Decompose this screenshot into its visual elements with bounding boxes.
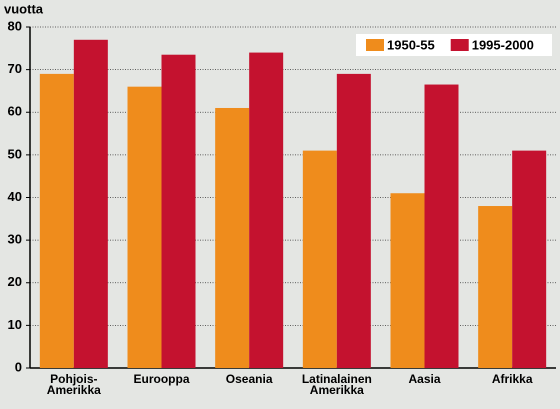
bar [215,107,250,369]
legend-label: 1995-2000 [472,37,534,52]
bar [39,73,74,368]
bar [249,52,284,368]
y-tick-label: 20 [8,274,22,289]
y-tick-label: 40 [8,189,22,204]
x-tick-label: Oseania [225,372,273,386]
bar [478,206,513,368]
x-tick-label: Latinalainen Amerikka [301,372,372,397]
x-tick-label: Pohjois- Amerikka [46,372,101,397]
x-tick-label: Afrikka [491,372,533,386]
y-tick-label: 80 [8,18,22,33]
y-tick-label: 0 [15,359,22,374]
bar [127,86,162,369]
bar [424,84,459,368]
bar [161,54,196,369]
y-tick-label: 60 [8,104,22,119]
bar [302,150,337,368]
legend-label: 1950-55 [387,37,435,52]
bar [390,193,425,368]
bar [336,73,371,368]
legend-swatch [366,39,384,51]
y-tick-label: 50 [8,146,22,161]
y-tick-label: 30 [8,232,22,247]
bar [73,39,108,368]
x-tick-label: Aasia [408,372,441,386]
legend-swatch [450,39,469,51]
y-tick-label: 10 [8,317,22,332]
x-tick-label: Eurooppa [133,372,190,386]
bar [512,150,547,368]
y-axis-label: vuotta [4,1,44,16]
y-tick-label: 70 [8,61,22,76]
